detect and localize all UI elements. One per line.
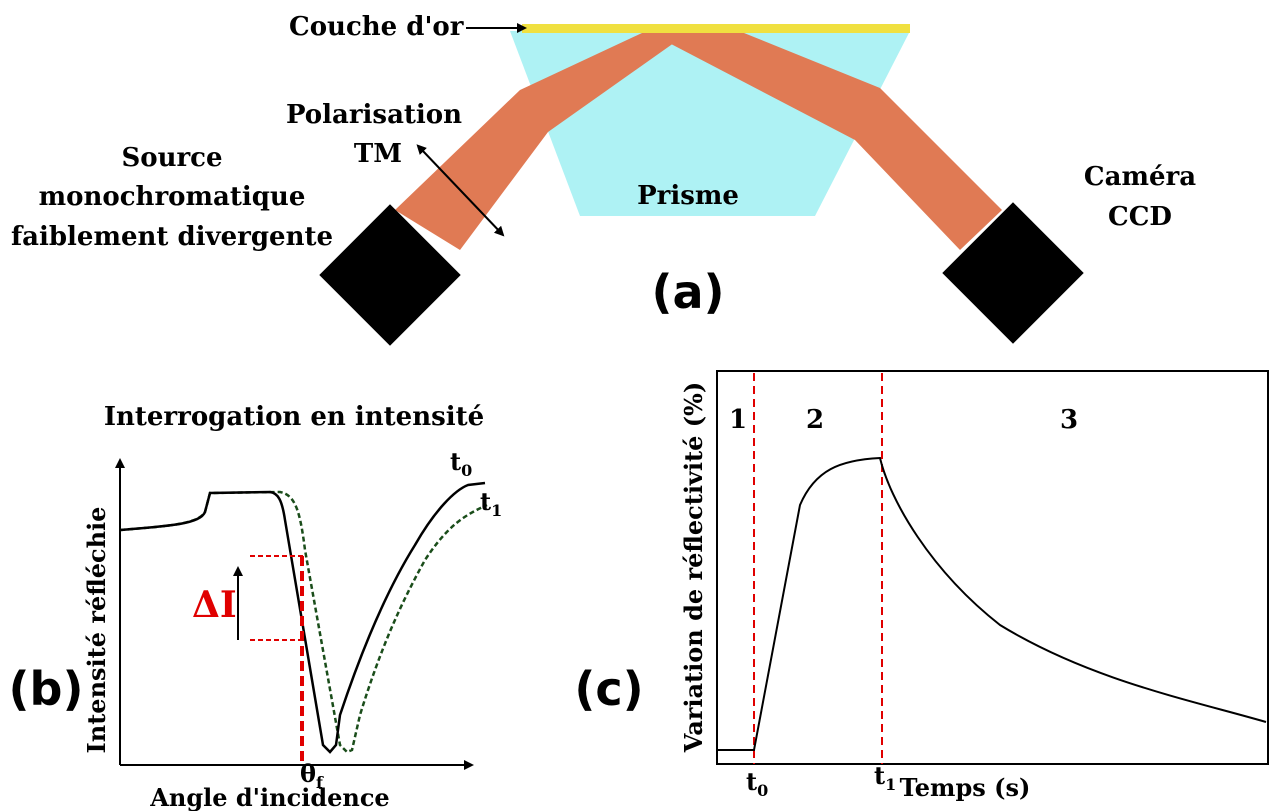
source-label-line1: Source <box>121 143 222 173</box>
phase-2-label: 2 <box>806 405 824 435</box>
source-label-line2: monochromatique <box>39 182 306 212</box>
phase-3-label: 3 <box>1060 405 1078 435</box>
panel-c-label: (c) <box>574 662 643 716</box>
gold-layer <box>522 24 910 33</box>
time-t0-label: t0 <box>746 767 768 800</box>
panel-c: 1 2 3 t0 t1 Temps (s) Variation de réfle… <box>574 370 1269 802</box>
panel-b-title: Interrogation en intensité <box>104 402 484 432</box>
panel-c-x-axis-label: Temps (s) <box>900 773 1031 802</box>
polarisation-label: Polarisation <box>286 100 462 130</box>
panel-c-y-axis-label: Variation de réflectivité (%) <box>679 382 708 753</box>
curve-t1-label: t1 <box>480 487 502 520</box>
prism-label: Prisme <box>637 181 739 211</box>
panel-a: Couche d'or Polarisation TM Source monoc… <box>11 12 1196 346</box>
panel-c-frame <box>716 370 1269 765</box>
camera-label-line1: Caméra <box>1084 162 1196 192</box>
camera-label-line2: CCD <box>1108 202 1172 232</box>
reflected-beam <box>650 33 1002 250</box>
panel-b-x-axis-label: Angle d'incidence <box>149 783 389 811</box>
source-label-line3: faiblement divergente <box>11 222 333 252</box>
gold-layer-label: Couche d'or <box>289 12 464 42</box>
delta-i-label: ΔI <box>192 584 237 626</box>
polarisation-tm-label: TM <box>354 139 402 169</box>
panel-b: Interrogation en intensité ΔI θf t0 t1 A… <box>9 402 503 811</box>
phase-1-label: 1 <box>729 405 747 435</box>
panel-a-label: (a) <box>651 265 724 319</box>
panel-b-label: (b) <box>9 662 84 716</box>
time-t1-label: t1 <box>874 761 896 794</box>
theta-f-label: θf <box>300 759 324 792</box>
curve-t0-label: t0 <box>450 447 472 480</box>
reflectivity-variation-curve <box>718 456 1267 751</box>
panel-b-y-axis-label: Intensité réfléchie <box>82 507 111 754</box>
polarisation-arrow <box>416 144 505 237</box>
reflectivity-curve-t0 <box>119 481 486 754</box>
